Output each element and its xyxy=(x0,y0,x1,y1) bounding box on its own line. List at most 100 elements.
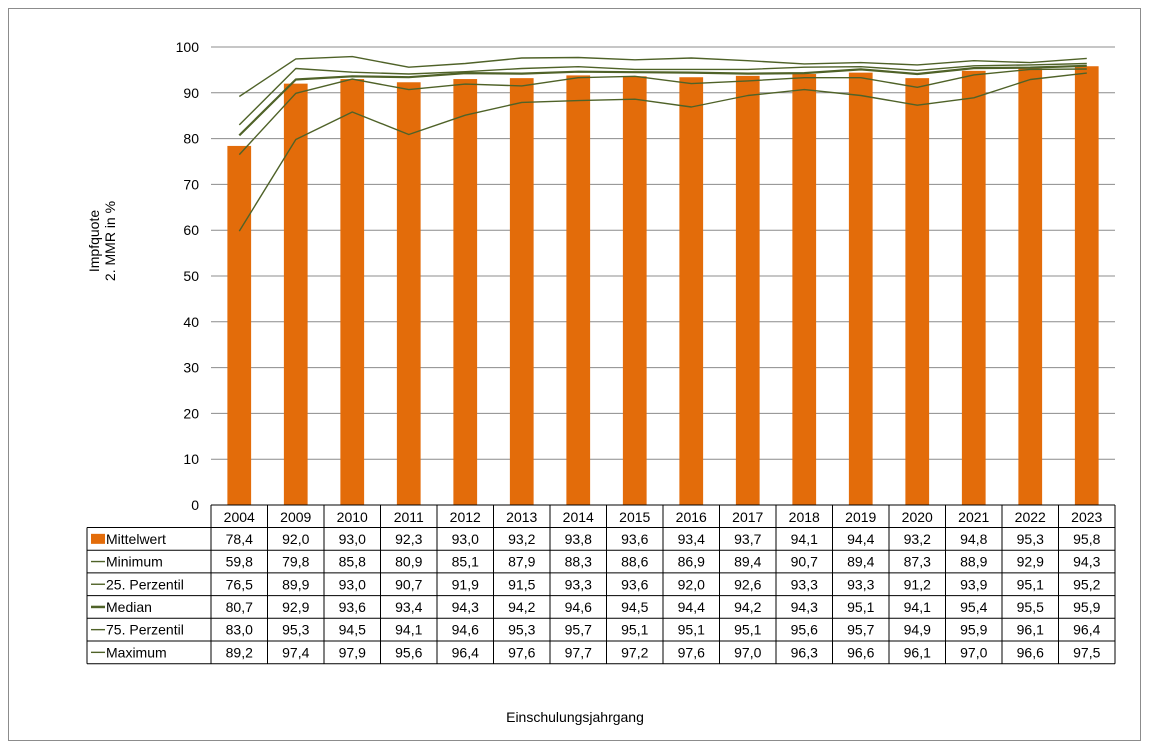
table-cell: 94,3 xyxy=(452,599,479,615)
y-tick-label: 60 xyxy=(183,222,199,238)
table-cell: 93,2 xyxy=(904,531,931,547)
table-cell: 88,3 xyxy=(565,554,592,570)
table-cell: 95,4 xyxy=(960,599,987,615)
table-cell: 94,3 xyxy=(791,599,818,615)
table-cell: 94,5 xyxy=(339,622,366,638)
table-cell: 92,0 xyxy=(678,576,705,592)
table-cell: 93,4 xyxy=(678,531,705,547)
x-tick-label: 2012 xyxy=(450,509,481,525)
x-tick-label: 2019 xyxy=(845,509,876,525)
table-cell: 97,9 xyxy=(339,644,366,660)
y-tick-label: 70 xyxy=(183,176,199,192)
legend-label-25-perzentil: 25. Perzentil xyxy=(106,576,184,592)
table-cell: 93,0 xyxy=(452,531,479,547)
table-cell: 79,8 xyxy=(282,554,309,570)
table-cell: 97,7 xyxy=(565,644,592,660)
y-tick-label: 10 xyxy=(183,451,199,467)
table-cell: 91,5 xyxy=(508,576,535,592)
bar-2023 xyxy=(1074,66,1099,506)
table-cell: 93,3 xyxy=(565,576,592,592)
table-cell: 96,1 xyxy=(1017,622,1044,638)
bar-series xyxy=(227,66,1099,506)
table-cell: 95,5 xyxy=(1017,599,1044,615)
table-cell: 96,6 xyxy=(1017,644,1044,660)
x-tick-label: 2016 xyxy=(676,509,707,525)
table-cell: 95,7 xyxy=(847,622,874,638)
table-cell: 95,1 xyxy=(1017,576,1044,592)
x-tick-label: 2021 xyxy=(958,509,989,525)
table-cell: 95,6 xyxy=(791,622,818,638)
table-cell: 94,5 xyxy=(621,599,648,615)
table-cell: 94,4 xyxy=(678,599,705,615)
table-cell: 91,2 xyxy=(904,576,931,592)
y-tick-label: 100 xyxy=(176,39,200,55)
table-cell: 89,4 xyxy=(847,554,874,570)
table-cell: 93,0 xyxy=(339,531,366,547)
table-cell: 93,6 xyxy=(339,599,366,615)
table-cell: 95,2 xyxy=(1073,576,1100,592)
table-cell: 78,4 xyxy=(226,531,253,547)
table-cell: 96,6 xyxy=(847,644,874,660)
table-cell: 92,3 xyxy=(395,531,422,547)
x-tick-label: 2018 xyxy=(789,509,820,525)
table-cell: 95,3 xyxy=(282,622,309,638)
y-tick-label: 20 xyxy=(183,405,199,421)
line-maximum xyxy=(238,55,1087,98)
table-cell: 94,4 xyxy=(847,531,874,547)
table-cell: 97,4 xyxy=(282,644,309,660)
table-cell: 80,7 xyxy=(226,599,253,615)
bar-2018 xyxy=(792,74,817,505)
table-cell: 95,1 xyxy=(621,622,648,638)
table-cell: 85,1 xyxy=(452,554,479,570)
y-tick-label: 0 xyxy=(191,497,199,513)
x-tick-label: 2011 xyxy=(394,509,424,525)
x-tick-label: 2010 xyxy=(337,509,368,525)
table-cell: 95,3 xyxy=(1017,531,1044,547)
table-cell: 83,0 xyxy=(226,622,253,638)
bar-2014 xyxy=(566,75,591,506)
bar-2012 xyxy=(453,79,478,505)
legend-label-maximum: Maximum xyxy=(106,644,167,660)
bar-2017 xyxy=(735,75,760,505)
table-cell: 95,3 xyxy=(508,622,535,638)
x-axis-title: Einschulungsjahrgang xyxy=(506,709,644,725)
table-cell: 96,1 xyxy=(904,644,931,660)
table-cell: 93,6 xyxy=(621,576,648,592)
table-cell: 94,1 xyxy=(395,622,422,638)
table-cell: 89,4 xyxy=(734,554,761,570)
y-tick-label: 90 xyxy=(183,85,199,101)
line-75-perzentil xyxy=(238,62,1087,126)
data-table: 2004 2009 2010 2011 2012 2013 2014 2015 2016 2017… xyxy=(86,504,1116,665)
table-cell: 87,3 xyxy=(904,554,931,570)
legend-label-minimum: Minimum xyxy=(106,554,163,570)
y-tick-label: 50 xyxy=(183,268,199,284)
table-cell: 95,1 xyxy=(734,622,761,638)
table-cell: 93,2 xyxy=(508,531,535,547)
chart-frame: 0 10 20 30 40 50 60 70 80 90 100 2004 2009 2010 2011 2… xyxy=(8,8,1141,741)
table-cell: 95,7 xyxy=(565,622,592,638)
bar-2010 xyxy=(340,79,365,505)
table-cell: 95,1 xyxy=(847,599,874,615)
table-cell: 96,3 xyxy=(791,644,818,660)
x-tick-label: 2015 xyxy=(619,509,650,525)
table-cell: 85,8 xyxy=(339,554,366,570)
x-tick-label: 2017 xyxy=(732,509,763,525)
bar-2020 xyxy=(905,78,930,506)
bar-2021 xyxy=(961,70,986,505)
table-cell: 94,1 xyxy=(791,531,818,547)
table-cell: 92,9 xyxy=(282,599,309,615)
table-cell: 93,3 xyxy=(847,576,874,592)
bar-2011 xyxy=(396,82,421,506)
table-cell: 92,0 xyxy=(282,531,309,547)
table-cell: 91,9 xyxy=(452,576,479,592)
legend-label-median: Median xyxy=(106,599,152,615)
table-cell: 93,8 xyxy=(565,531,592,547)
table-cell: 93,4 xyxy=(395,599,422,615)
table-cell: 95,6 xyxy=(395,644,422,660)
table-cell: 87,9 xyxy=(508,554,535,570)
table-cell: 92,6 xyxy=(734,576,761,592)
table-cell: 94,6 xyxy=(565,599,592,615)
table-cell: 93,0 xyxy=(339,576,366,592)
legend-label-75-perzentil: 75. Perzentil xyxy=(106,622,184,638)
table-cell: 88,9 xyxy=(960,554,987,570)
